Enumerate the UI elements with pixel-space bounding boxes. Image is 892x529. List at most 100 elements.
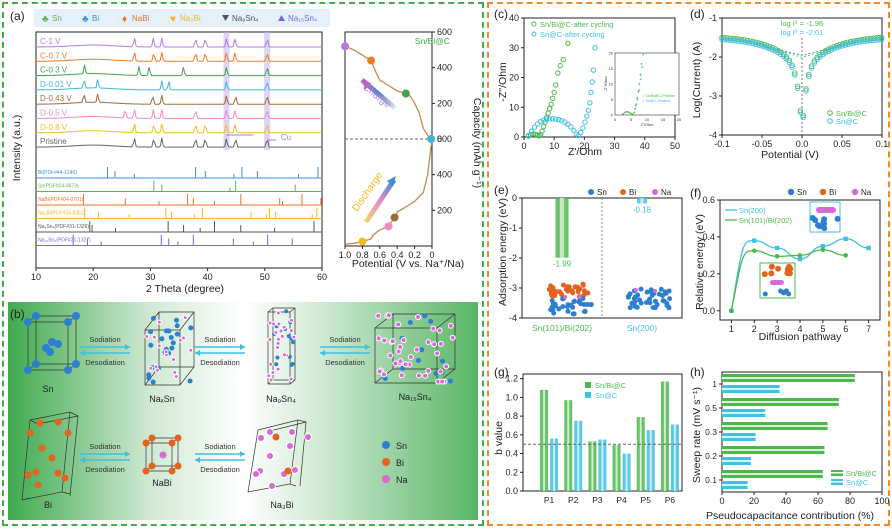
nyquist-point [546, 106, 553, 112]
xrd-x-tick-label: 60 [317, 272, 327, 282]
atom [443, 363, 450, 370]
tafel-point [797, 107, 804, 114]
atom [174, 317, 180, 323]
atom [550, 287, 556, 293]
tafel-point [842, 40, 848, 46]
diffusion-x-tick-label: 4 [797, 324, 802, 334]
na-atom [304, 433, 312, 441]
diffusion-point [820, 247, 826, 253]
nyquist-point [548, 101, 554, 107]
diffusion-y-tick-label: 0.2 [702, 269, 715, 279]
panel-label-g: (g) [494, 365, 509, 379]
atom [783, 288, 789, 294]
tafel-point [741, 39, 748, 45]
na-atom [252, 470, 260, 478]
bar-highlight [722, 473, 823, 475]
capacity-lower-tick-label: 400 [437, 170, 452, 180]
desodiation-label: Desodiation [325, 358, 365, 367]
inset-point [635, 103, 638, 106]
tafel-point [845, 41, 851, 48]
charge-curve [344, 45, 433, 140]
bar-highlight [615, 445, 618, 491]
atom [376, 368, 383, 375]
tafel-extrapolation-line [761, 44, 843, 58]
adsorption-y-tick-label: -1 [509, 223, 517, 233]
atom [437, 368, 444, 375]
inset-point [641, 66, 644, 68]
diffusion-x-tick-label: 3 [775, 324, 780, 334]
atom [375, 335, 382, 342]
atom [289, 362, 294, 367]
nyquist-point [592, 45, 598, 51]
atom [268, 361, 274, 367]
nyquist-legend-label: Sn@C-after cycling [540, 30, 605, 39]
atom [271, 321, 277, 327]
atom [397, 358, 404, 365]
bar-highlight [663, 381, 666, 491]
sn-atom [24, 318, 32, 326]
atom [571, 298, 577, 304]
bar-highlight [722, 425, 828, 427]
nyquist-x-tick-label: 50 [670, 141, 680, 151]
triangle-up-icon [278, 15, 285, 21]
xrd-pattern-line [36, 109, 322, 119]
atom [560, 282, 566, 288]
b-value-category-label: P1 [544, 495, 555, 505]
atom [173, 374, 179, 380]
panel-label-b: (b) [10, 307, 25, 321]
atom [177, 337, 183, 343]
atom [812, 217, 819, 224]
reference-card-label: Na₉Sn₄(PDF#31-1326) [38, 224, 89, 230]
xrd-pattern-line [36, 79, 322, 91]
capacity-x-tick-label: 1.0 [339, 250, 352, 260]
legend-swatch [382, 458, 390, 466]
bi-atom [34, 481, 42, 489]
nyquist-point [585, 107, 592, 113]
atom [270, 370, 276, 376]
nyquist-point [539, 128, 545, 134]
nyquist-point [590, 67, 597, 73]
sn-atom [64, 366, 72, 374]
diffusion-y-axis-title: Relative energy (eV) [694, 214, 706, 310]
tafel-point [873, 37, 879, 43]
tafel-point [733, 38, 739, 44]
tafel-point [772, 48, 778, 54]
atom [413, 346, 420, 353]
tafel-point [856, 39, 862, 45]
tafel-point [744, 39, 750, 46]
desodiation-label: Desodiation [200, 358, 240, 367]
club-icon: ♣ [42, 14, 49, 25]
b-value-y-tick-label: 1.2 [505, 374, 518, 384]
pseudocap-x-tick-label: 60 [813, 496, 823, 506]
bi-atom [168, 467, 176, 475]
na-path [770, 280, 784, 285]
atom [434, 350, 441, 357]
capacity-x-tick-label: 0.4 [391, 250, 404, 260]
tafel-point [800, 112, 806, 119]
atom [559, 291, 565, 297]
capacity-y-axis-title: Capacity (mAh g⁻¹) [471, 98, 483, 188]
tafel-point [808, 65, 815, 71]
diffusion-energy-plot: 1 2 3 4 5 6 7 0.0 0.2 0.4 0.6 Sn(200)Sn(101)/Bi(202… [702, 188, 881, 334]
tafel-point [738, 38, 745, 45]
atom [397, 343, 404, 350]
xrd-x-tick-label: 30 [145, 272, 155, 282]
desodiation-label: Desodiation [85, 465, 125, 474]
bar-highlight [722, 436, 756, 438]
panel-label-e: (e) [494, 183, 509, 197]
legend-marker [531, 21, 537, 27]
sodiation-arrowhead [240, 451, 245, 457]
atom [581, 309, 587, 315]
xrd-pattern-line [36, 37, 322, 48]
tafel-point [769, 46, 776, 53]
tafel-point [783, 56, 790, 62]
na-atom [563, 295, 567, 299]
bi-atom [148, 434, 156, 442]
legend-swatch [585, 392, 591, 398]
adsorption-category-label: Sn(200) [627, 323, 657, 333]
sodiation-arrowhead [365, 344, 370, 350]
atom [291, 334, 297, 340]
nyquist-point [555, 70, 561, 76]
atom [428, 318, 434, 324]
